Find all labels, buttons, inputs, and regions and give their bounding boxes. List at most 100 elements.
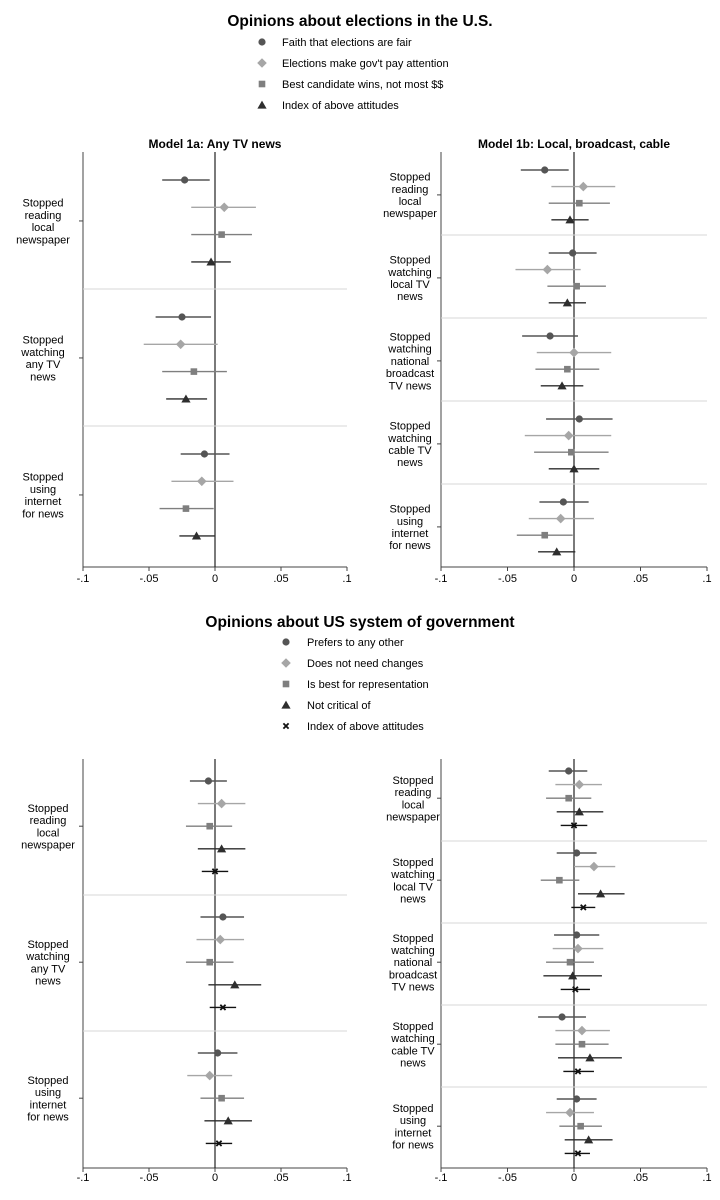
estimate-circle-marker — [181, 176, 189, 184]
row-label: Stopped — [393, 1103, 434, 1115]
estimate-circle-marker — [573, 931, 581, 939]
estimate-cross-marker — [574, 1150, 582, 1157]
legend-block: Opinions about elections in the U.S. Fait… — [227, 13, 492, 112]
estimate-circle-marker — [200, 450, 209, 458]
estimate-square-marker — [541, 531, 549, 539]
estimate-diamond-marker — [565, 1107, 575, 1118]
row-label: internet — [392, 528, 429, 540]
legend-diamond-marker — [257, 58, 267, 68]
row-label: for news — [392, 1140, 434, 1152]
x-tick-label: -.05 — [140, 573, 159, 585]
row-label: news — [30, 371, 56, 383]
legend-label: Is best for representation — [307, 679, 429, 691]
x-tick-label: -.1 — [435, 1172, 448, 1184]
estimate-square-marker — [218, 231, 225, 238]
row-label: Stopped — [393, 857, 434, 869]
legend-circle-marker — [282, 638, 290, 646]
legend-label: Elections make gov't pay attention — [282, 58, 449, 70]
estimate-square-marker — [565, 794, 572, 802]
estimate-circle-marker — [558, 1013, 566, 1021]
estimate-circle-marker — [219, 913, 227, 921]
x-tick-label: .1 — [342, 1172, 351, 1184]
estimate-circle-marker — [565, 767, 573, 775]
x-tick-label: .05 — [633, 1172, 648, 1184]
row-label: watching — [25, 951, 69, 963]
estimate-diamond-marker — [216, 798, 227, 809]
row-label: Stopped — [390, 172, 431, 184]
row-label: Stopped — [393, 775, 434, 787]
row-label: Stopped — [390, 332, 431, 344]
row-label: any TV — [31, 963, 66, 975]
estimate-diamond-marker — [204, 1070, 215, 1081]
estimate-cross-marker — [219, 1004, 227, 1011]
estimate-cross-marker — [570, 822, 578, 829]
row-label: watching — [387, 433, 431, 445]
legend-label: Index of above attitudes — [307, 721, 424, 733]
row-label: local — [402, 799, 425, 811]
estimate-diamond-marker — [578, 181, 589, 192]
estimate-triangle-marker — [574, 807, 584, 816]
estimate-diamond-marker — [219, 202, 230, 213]
row-label: for news — [389, 540, 431, 552]
row-label: internet — [25, 496, 62, 508]
x-tick-label: 0 — [212, 573, 218, 585]
row-label: newspaper — [386, 812, 440, 824]
x-tick-label: -.05 — [498, 1172, 517, 1184]
estimate-circle-marker — [569, 249, 577, 257]
chart-panel: Model 1a: Any TV news -.1 -.05 0 .05 .1 Stoppe… — [16, 137, 352, 585]
estimate-triangle-marker — [552, 547, 562, 556]
row-label: internet — [395, 1127, 432, 1139]
row-label: any TV — [26, 359, 61, 371]
row-label: reading — [395, 787, 432, 799]
row-label: Stopped — [23, 472, 64, 484]
estimate-circle-marker — [559, 498, 567, 506]
row-label: internet — [30, 1099, 67, 1111]
row-label: local — [399, 196, 422, 208]
estimate-square-marker — [218, 1094, 225, 1102]
legend-diamond-marker — [281, 658, 291, 668]
estimate-diamond-marker — [542, 264, 553, 275]
estimate-cross-marker — [580, 904, 587, 911]
estimate-diamond-marker — [574, 779, 585, 790]
estimate-triangle-marker — [596, 889, 606, 898]
row-label: newspaper — [383, 208, 437, 220]
row-label: local — [37, 827, 60, 839]
estimate-diamond-marker — [589, 861, 599, 872]
estimate-circle-marker — [573, 1095, 581, 1103]
chart-panel: -.1 -.05 0.05.1Stoppedreadinglocalnewspape… — [386, 759, 712, 1184]
row-label: Stopped — [23, 198, 64, 210]
estimate-triangle-marker — [585, 1053, 595, 1062]
estimate-circle-marker — [178, 313, 186, 321]
estimate-circle-marker — [214, 1049, 222, 1057]
x-tick-label: 0 — [571, 1172, 577, 1184]
estimate-cross-marker — [211, 868, 219, 875]
row-label: Stopped — [393, 933, 434, 945]
row-label: Stopped — [28, 939, 69, 951]
row-label: news — [397, 291, 423, 303]
estimate-triangle-marker — [206, 257, 216, 266]
chart-panel: -.1 -.05 0.05.1Stoppedreadinglocalnewspape… — [21, 759, 352, 1184]
row-label: Stopped — [28, 1075, 69, 1087]
row-label: news — [400, 1058, 426, 1070]
x-tick-label: -.1 — [435, 573, 448, 585]
row-label: for news — [27, 1112, 69, 1124]
x-tick-label: -.1 — [77, 573, 90, 585]
row-label: broadcast — [386, 368, 434, 380]
row-label: watching — [20, 347, 64, 359]
estimate-square-marker — [578, 1040, 586, 1048]
estimate-square-marker — [573, 282, 580, 290]
estimate-square-marker — [576, 199, 583, 207]
estimate-triangle-marker — [568, 971, 578, 980]
row-label: local — [32, 222, 55, 234]
row-label: reading — [392, 184, 429, 196]
estimate-square-marker — [577, 1122, 584, 1130]
row-label: news — [35, 976, 61, 988]
estimate-triangle-marker — [557, 381, 567, 390]
x-tick-label: 0 — [212, 1172, 218, 1184]
estimate-cross-marker — [572, 986, 579, 993]
estimate-triangle-marker — [217, 844, 227, 853]
legend-square-marker — [258, 80, 266, 88]
estimate-square-marker — [190, 368, 198, 375]
estimate-diamond-marker — [555, 513, 566, 524]
estimate-triangle-marker — [223, 1116, 233, 1125]
